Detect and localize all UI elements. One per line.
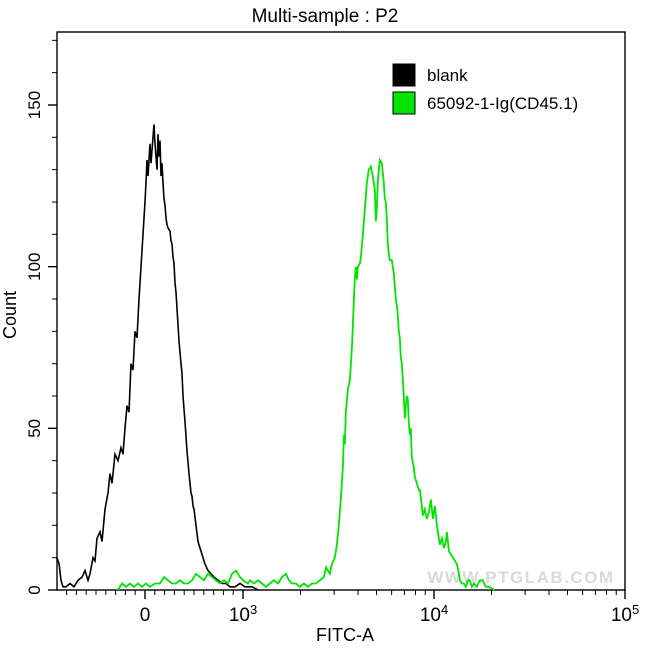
legend-swatch-blank [392, 63, 416, 87]
curve-cd45 [117, 157, 496, 591]
y-axis-tick-labels: 0 50 100 150 [25, 91, 44, 595]
x-tick-label: 0 [140, 605, 151, 626]
legend: blank 65092-1-Ig(CD45.1) [392, 63, 578, 115]
legend-label-blank: blank [427, 66, 468, 85]
y-axis-title: Count [0, 291, 20, 339]
x-axis-ticks [66, 590, 626, 599]
legend-swatch-cd45 [392, 91, 416, 115]
y-tick-label: 100 [25, 252, 44, 280]
y-tick-label: 150 [25, 91, 44, 119]
legend-label-cd45: 65092-1-Ig(CD45.1) [427, 94, 578, 113]
y-tick-label: 50 [25, 419, 44, 438]
watermark-text: WWW.PTGLAB.COM [427, 568, 614, 587]
curve-blank [56, 124, 259, 591]
y-axis-ticks [48, 39, 57, 591]
x-tick-label: 104 [420, 602, 448, 626]
x-axis-title: FITC-A [316, 625, 374, 645]
chart-title: Multi-sample : P2 [252, 6, 399, 27]
histogram-curves [56, 124, 496, 591]
x-axis-tick-labels: 0 103 104 105 [140, 602, 639, 626]
y-tick-label: 0 [25, 585, 44, 594]
x-tick-label: 105 [611, 602, 639, 626]
x-tick-label: 103 [229, 602, 257, 626]
plot-border [56, 31, 626, 591]
